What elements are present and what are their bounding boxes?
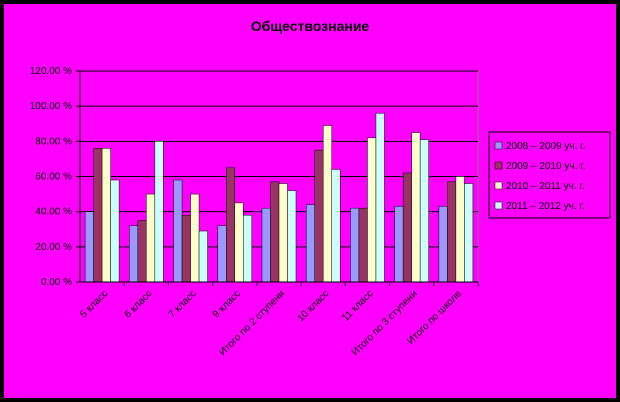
bar [331, 169, 341, 283]
bar [438, 206, 448, 283]
bar [464, 183, 474, 283]
bar [181, 214, 191, 283]
bar [110, 179, 120, 283]
y-tick-label: 0.00 % [41, 277, 72, 288]
bar [137, 220, 147, 283]
bar [234, 202, 244, 283]
legend-label: 2008 – 2009 уч. г. [506, 141, 585, 152]
y-tick-label: 100.00 % [30, 101, 72, 112]
bar [419, 139, 429, 283]
bar [394, 206, 404, 283]
legend-label: 2009 – 2010 уч. г. [506, 161, 585, 172]
bar [101, 148, 111, 283]
bar [226, 167, 236, 283]
y-tick-label: 40.00 % [35, 207, 72, 218]
bar [287, 190, 297, 283]
legend-label: 2010 – 2011 уч. г. [506, 181, 585, 192]
y-tick-label: 60.00 % [35, 172, 72, 183]
legend-swatch [494, 161, 503, 170]
legend-swatch [494, 201, 503, 210]
bar [198, 230, 208, 283]
y-tick-label: 20.00 % [35, 242, 72, 253]
chart-title: Обществознание [251, 18, 370, 34]
bar [358, 207, 368, 283]
bar [367, 137, 377, 283]
bar [261, 207, 271, 283]
bar [217, 225, 227, 283]
bar [455, 176, 465, 283]
bar [154, 141, 164, 283]
bar [402, 172, 412, 283]
y-tick-label: 80.00 % [35, 136, 72, 147]
bar [84, 211, 94, 283]
y-tick-label: 120.00 % [30, 66, 72, 77]
bar [146, 193, 156, 283]
bar [190, 193, 200, 283]
legend-swatch [494, 181, 503, 190]
bar [243, 214, 253, 283]
bar [350, 207, 360, 283]
bar [129, 225, 139, 283]
bar [322, 125, 332, 283]
bar [173, 179, 183, 283]
bar [270, 181, 280, 283]
bar [447, 181, 457, 283]
bar [278, 183, 288, 283]
bar [411, 132, 421, 283]
legend-label: 2011 – 2012 уч. г. [506, 201, 585, 212]
bar [314, 149, 324, 283]
bar [93, 148, 103, 283]
bar [305, 204, 315, 283]
legend-swatch [494, 141, 503, 150]
legend [488, 131, 611, 219]
bar [375, 112, 385, 283]
